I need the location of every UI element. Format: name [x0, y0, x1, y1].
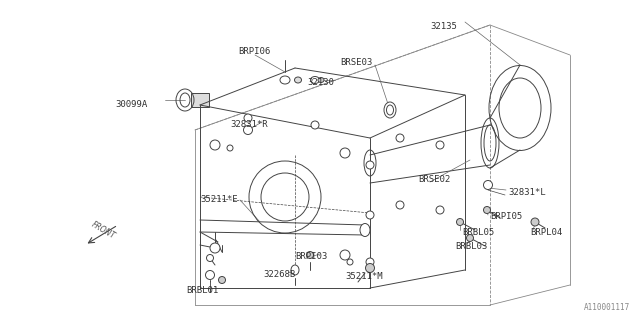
Ellipse shape: [360, 223, 370, 236]
Text: BRBL03: BRBL03: [455, 242, 487, 251]
Ellipse shape: [340, 250, 350, 260]
Text: 32135: 32135: [430, 22, 457, 31]
Ellipse shape: [531, 218, 539, 226]
Ellipse shape: [280, 76, 290, 84]
Ellipse shape: [456, 219, 463, 226]
Text: BRPI05: BRPI05: [490, 212, 522, 221]
Text: 32130: 32130: [307, 78, 334, 87]
Text: 35211*M: 35211*M: [345, 272, 383, 281]
Ellipse shape: [365, 263, 374, 273]
Ellipse shape: [340, 148, 350, 158]
Ellipse shape: [207, 254, 214, 261]
Text: BRBL01: BRBL01: [186, 286, 218, 295]
Ellipse shape: [483, 206, 490, 213]
Ellipse shape: [436, 206, 444, 214]
Text: A110001117: A110001117: [584, 303, 630, 312]
Ellipse shape: [396, 201, 404, 209]
Ellipse shape: [244, 114, 252, 122]
Ellipse shape: [311, 121, 319, 129]
Text: BRSE03: BRSE03: [340, 58, 372, 67]
Ellipse shape: [384, 102, 396, 118]
Text: 32268B: 32268B: [263, 270, 295, 279]
Ellipse shape: [210, 243, 220, 253]
Bar: [191, 93, 209, 107]
Ellipse shape: [366, 161, 374, 169]
Ellipse shape: [483, 180, 493, 189]
Ellipse shape: [210, 140, 220, 150]
Ellipse shape: [396, 134, 404, 142]
Text: 32831*R: 32831*R: [230, 120, 268, 129]
Text: 35211*E: 35211*E: [200, 195, 237, 204]
Ellipse shape: [347, 259, 353, 265]
Ellipse shape: [243, 125, 253, 134]
Text: BRPL04: BRPL04: [530, 228, 563, 237]
Ellipse shape: [366, 258, 374, 266]
Ellipse shape: [467, 235, 474, 242]
Ellipse shape: [291, 265, 299, 275]
Text: BRPI06: BRPI06: [238, 47, 270, 56]
Ellipse shape: [227, 145, 233, 151]
Text: 30099A: 30099A: [115, 100, 147, 109]
Ellipse shape: [307, 252, 314, 259]
Ellipse shape: [436, 141, 444, 149]
Ellipse shape: [294, 77, 301, 83]
Text: BRBL05: BRBL05: [462, 228, 494, 237]
Text: FRONT: FRONT: [90, 220, 117, 240]
Text: 32831*L: 32831*L: [508, 188, 546, 197]
Ellipse shape: [205, 270, 214, 279]
Ellipse shape: [218, 276, 225, 284]
Ellipse shape: [310, 76, 319, 84]
Ellipse shape: [366, 211, 374, 219]
Text: BRSE02: BRSE02: [418, 175, 451, 184]
Ellipse shape: [318, 77, 324, 83]
Text: BRPI03: BRPI03: [295, 252, 327, 261]
